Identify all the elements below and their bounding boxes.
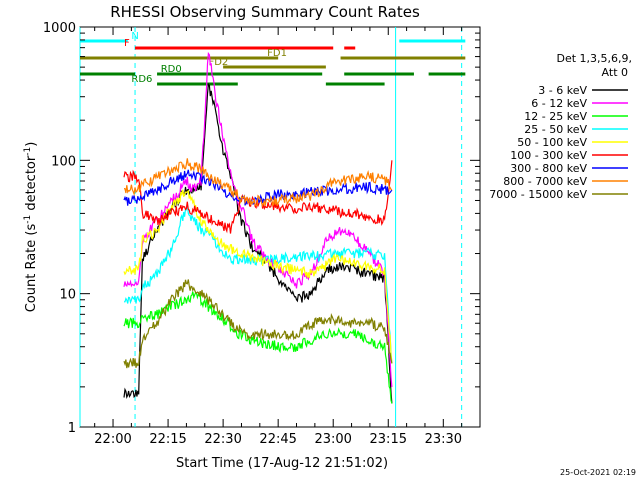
x-tick-label-23-30: 23:30 [425, 432, 462, 447]
legend-label-100-300-kev: 100 - 300 keV [510, 149, 587, 162]
chart-title: RHESSI Observing Summary Count Rates [110, 3, 420, 21]
legend-label-800-7000-kev: 800 - 7000 keV [503, 175, 587, 188]
y-axis-label: Count Rate (s-1 detector-1) [23, 142, 39, 313]
flag-lines: NF FD1 FD2 RD0 RD6 [80, 31, 466, 86]
plot-area: NF FD1 FD2 RD0 RD6 22:00 22:15 22:30 22:45 23:00… [43, 21, 481, 447]
series-line-25-50-kev [124, 203, 393, 364]
x-tick-label-22-45: 22:45 [259, 432, 296, 447]
legend-label-300-800-kev: 300 - 800 keV [510, 162, 587, 175]
flag-label-f: F [124, 38, 130, 49]
legend-label-12-25-kev: 12 - 25 keV [524, 110, 587, 123]
y-axis-label-part2: detector [24, 155, 39, 215]
y-axis-label-sup1: -1 [23, 215, 33, 224]
x-tick-label-22-15: 22:15 [149, 432, 186, 447]
legend-header-att: Att 0 [602, 66, 628, 79]
boundary-lines [79, 27, 463, 427]
flag-label-n: N [131, 31, 138, 42]
series-line-100-300-kev [123, 160, 393, 234]
flag-label-fd2: FD2 [208, 57, 228, 68]
legend-label-6-12-kev: 6 - 12 keV [531, 97, 587, 110]
y-axis-label-part1: Count Rate (s [24, 224, 39, 313]
y-tick-label-10: 10 [59, 288, 76, 303]
x-tick-label-22-30: 22:30 [204, 432, 241, 447]
legend-label-7000-15000-kev: 7000 - 15000 keV [489, 188, 587, 201]
flag-label-fd1: FD1 [267, 48, 287, 59]
legend-label-25-50-kev: 25 - 50 keV [524, 123, 587, 136]
x-tick-label-23-15: 23:15 [370, 432, 407, 447]
series-line-6-12-kev [123, 51, 393, 387]
x-axis-label: Start Time (17-Aug-12 21:51:02) [176, 456, 388, 471]
y-axis-label-sup2: -1 [23, 147, 33, 156]
legend-label-50-100-kev: 50 - 100 keV [517, 136, 587, 149]
y-tick-label-1000: 1000 [43, 21, 76, 36]
x-tick-label-23-00: 23:00 [314, 432, 351, 447]
legend-label-3-6-kev: 3 - 6 keV [538, 84, 587, 97]
legend-header: Det 1,3,5,6,9, [556, 52, 632, 65]
flag-label-rd6: RD6 [131, 74, 152, 85]
y-tick-label-100: 100 [51, 154, 76, 169]
plot-frame [79, 26, 481, 428]
series-group [123, 51, 393, 404]
timestamp: 25-Oct-2021 02:19 [560, 468, 636, 477]
series-line-800-7000-kev [123, 158, 393, 208]
series-line-3-6-kev [123, 82, 393, 404]
x-tick-label-22-00: 22:00 [94, 432, 131, 447]
y-axis-label-part3: ) [24, 142, 39, 147]
series-line-7000-15000-kev [123, 279, 393, 369]
series-line-12-25-kev [123, 291, 393, 404]
axis-ticks: 22:00 22:15 22:30 22:45 23:00 23:15 23:30 1 10 10… [43, 21, 480, 447]
y-tick-label-1: 1 [68, 421, 76, 436]
flag-label-rd0: RD0 [161, 64, 182, 75]
